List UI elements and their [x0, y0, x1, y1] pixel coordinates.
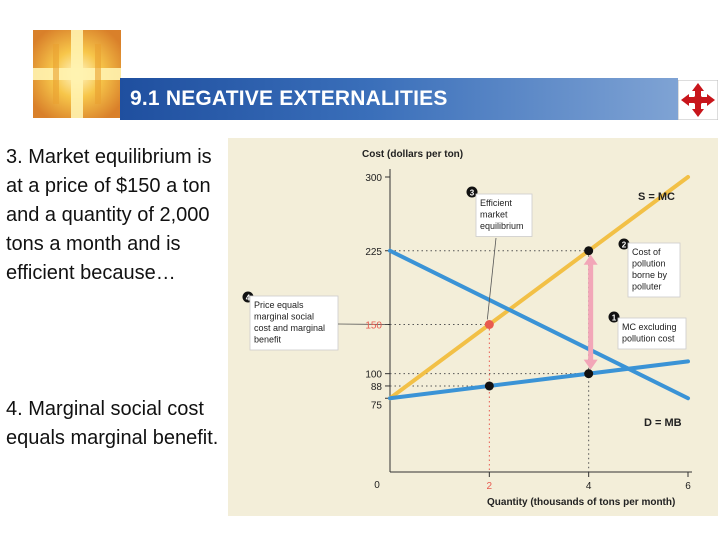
bullet-number: 3. [6, 146, 23, 168]
series-label-s-mc: S = MC [638, 191, 675, 203]
annotation-3-line: market [480, 210, 508, 220]
pollution-cost-arrow-head-bottom [583, 359, 598, 370]
x-tick-label-6: 6 [685, 481, 691, 492]
chart-panel: 3 Efficient market equilibrium 2 Cost of pollu… [228, 138, 718, 516]
annotation-4-line: benefit [254, 335, 282, 345]
annotation-3-badge [466, 186, 478, 198]
annotation-2-line: pollution [632, 259, 666, 269]
annotation-2-box [627, 242, 681, 298]
annotation-1-box [617, 317, 687, 350]
bullet-number: 4. [6, 398, 23, 420]
annotation-3-leader [486, 237, 497, 320]
bullet-text: Market equilibrium is at a price of $150… [6, 146, 212, 284]
annotation-2-line: polluter [632, 282, 662, 292]
slide-title: 9.1 NEGATIVE EXTERNALITIES [130, 87, 448, 110]
y-tick-label-300: 300 [365, 173, 382, 184]
x-axis-label: Quantity (thousands of tons per month) [487, 497, 675, 508]
chart-guides [390, 250, 590, 472]
y-axis-label: Cost (dollars per ton) [362, 149, 463, 160]
point-marker-1 [584, 246, 594, 256]
x-tick-label-4: 4 [586, 481, 592, 492]
annotation-3-badge-number: 3 [470, 189, 475, 198]
point-marker-3 [484, 381, 494, 391]
y-tick-label-88: 88 [371, 382, 383, 393]
chart-series [388, 175, 690, 401]
cross-logo-icon [33, 30, 121, 118]
annotation-3-line: equilibrium [480, 221, 524, 231]
annotation-2-badge [618, 238, 630, 250]
annotation-4-box [249, 295, 339, 351]
pollution-cost-arrow-head-top [583, 254, 598, 265]
four-arrow-move-icon [677, 79, 719, 121]
annotation-4-leader [337, 323, 389, 325]
y-tick-label-225: 225 [365, 247, 382, 258]
series-s-mc-line [388, 175, 690, 401]
annotation-2-line: Cost of [632, 247, 661, 257]
annotation-4-badge-number: 4 [246, 294, 251, 303]
annotation-3-box [475, 193, 533, 237]
y-tick-label-150: 150 [365, 321, 382, 332]
chart-points [484, 246, 598, 391]
annotation-1-badge-number: 1 [612, 314, 617, 323]
series-d-mb-line [388, 248, 690, 401]
series-label-d-mb: D = MB [644, 417, 682, 429]
annotation-2-line: borne by [632, 270, 668, 280]
annotation-1-line: pollution cost [622, 334, 675, 344]
y-tick-label-75: 75 [371, 400, 383, 411]
x-tick-label-0: 0 [374, 480, 380, 491]
annotation-1-line: MC excluding [622, 322, 677, 332]
equilibrium-point [484, 320, 494, 329]
point-marker-2 [584, 369, 594, 379]
annotation-2-badge-number: 2 [622, 241, 627, 250]
annotation-1-badge [608, 311, 620, 323]
bullet-point-3: 3. Market equilibrium is at a price of $… [6, 143, 231, 288]
annotation-4-line: Price equals [254, 300, 304, 310]
logo [33, 30, 121, 118]
y-tick-label-100: 100 [365, 370, 382, 381]
annotation-3-line: Efficient [480, 198, 512, 208]
annotation-4-line: marginal social [254, 312, 314, 322]
bullet-point-4: 4. Marginal social cost equals marginal … [6, 395, 231, 453]
bullet-text: Marginal social cost equals marginal ben… [6, 398, 219, 449]
annotation-4-line: cost and marginal [254, 323, 325, 333]
x-tick-label-2: 2 [487, 481, 493, 492]
title-bar: 9.1 NEGATIVE EXTERNALITIES [120, 78, 678, 120]
chart-labels: Cost (dollars per ton) Quantity (thousand… [362, 149, 691, 508]
series-mc-private-line [388, 359, 690, 401]
chart-axes [385, 169, 692, 477]
navigation-button[interactable] [677, 79, 719, 121]
